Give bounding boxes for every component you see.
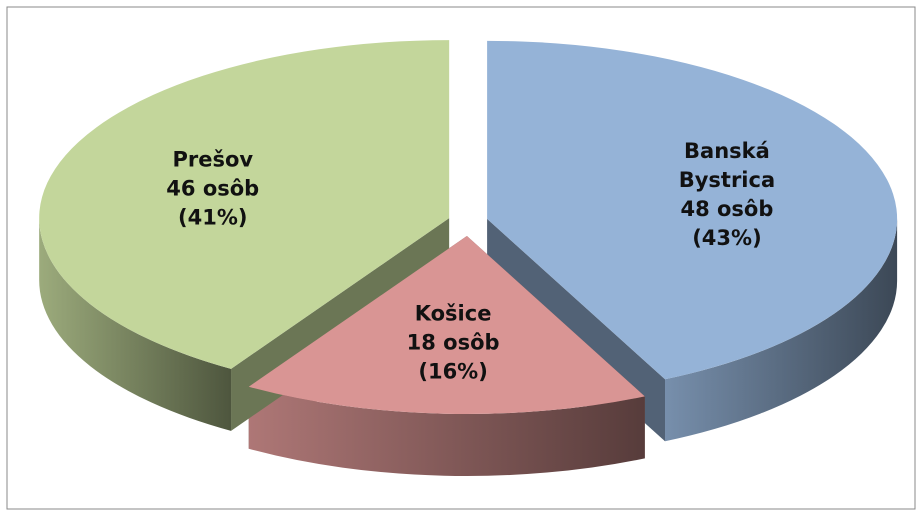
slice-label-line: (16%)	[418, 359, 488, 384]
slice-side	[248, 386, 645, 476]
slice-label: Banská Bystrica 48 osôb (43%)	[657, 137, 797, 253]
slice-label-line: Banská Bystrica	[678, 139, 776, 193]
slice-label: Prešov 46 osôb (41%)	[143, 145, 283, 232]
slice-label-line: (43%)	[692, 226, 762, 251]
slice	[487, 40, 898, 380]
slice-label-line: (41%)	[178, 205, 248, 230]
slice-side	[39, 218, 232, 431]
slice-label-line: 46 osôb	[166, 176, 260, 201]
slice	[39, 40, 450, 369]
slice-label-line: 18 osôb	[406, 330, 500, 355]
slice-label-line: Košice	[414, 301, 492, 326]
slice-label-line: 48 osôb	[680, 197, 774, 222]
slice	[248, 235, 645, 414]
slice-label: Košice 18 osôb (16%)	[383, 299, 523, 386]
slice-side	[665, 218, 898, 442]
slice-label-line: Prešov	[172, 147, 254, 172]
